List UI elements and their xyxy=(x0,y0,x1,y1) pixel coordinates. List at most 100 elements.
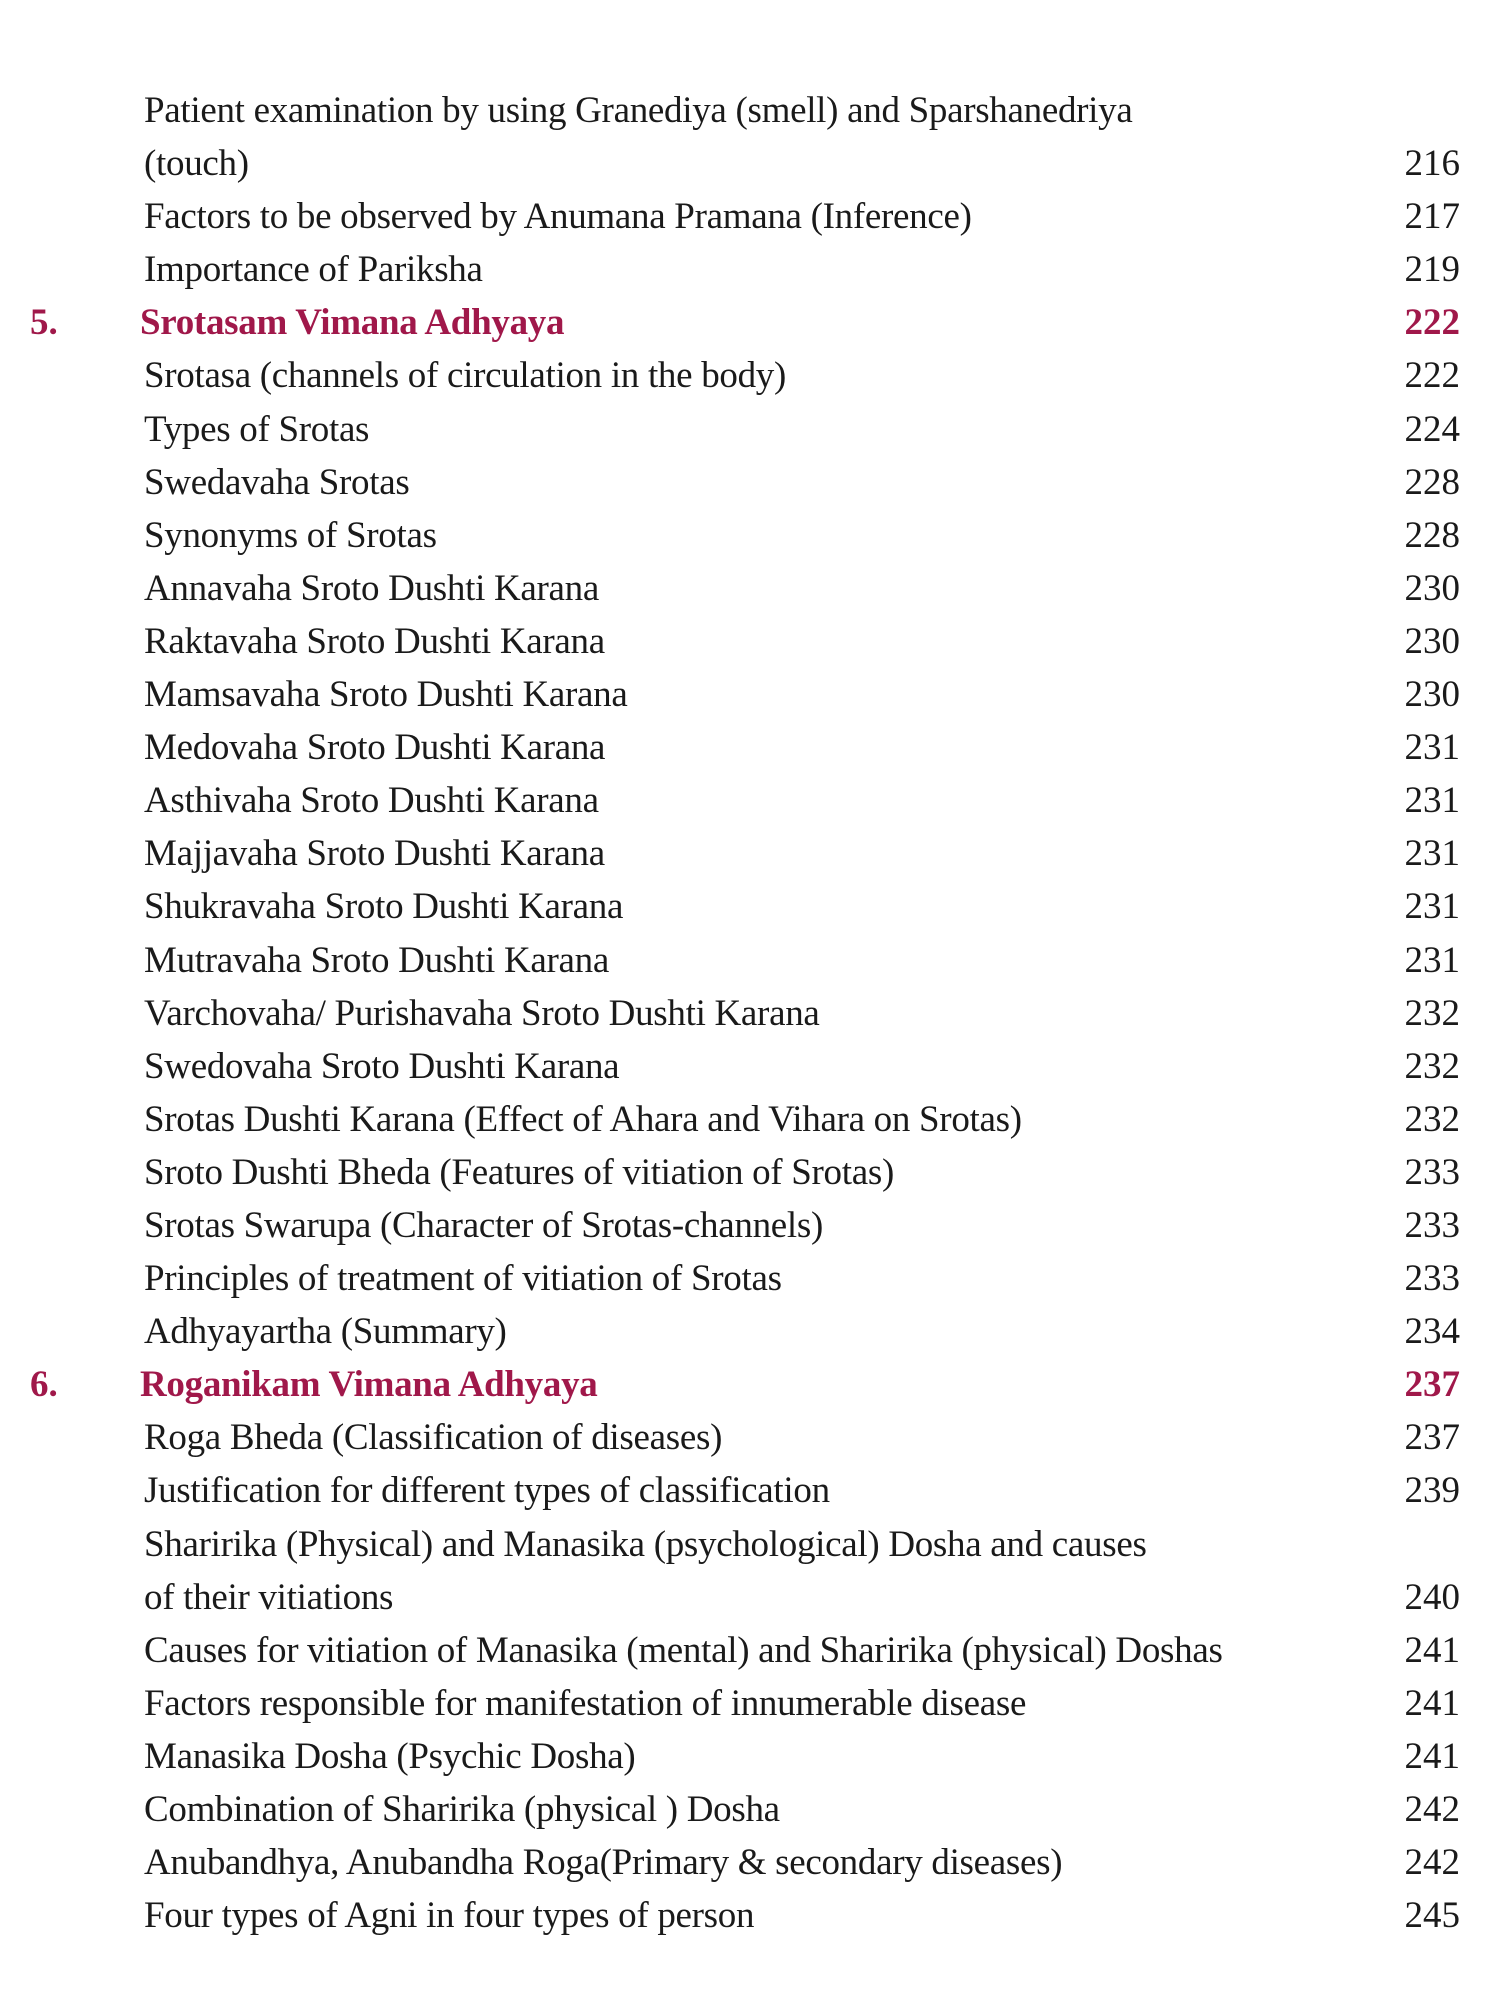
toc-entry: Majjavaha Sroto Dushti Karana 231 xyxy=(0,827,1500,880)
entry-title: Principles of treatment of vitiation of … xyxy=(144,1258,782,1300)
page-number: 231 xyxy=(1404,780,1461,822)
page-number: 228 xyxy=(1404,461,1461,503)
page-number: 230 xyxy=(1404,567,1461,609)
page-number: 232 xyxy=(1404,1045,1461,1087)
toc-entry: Srotas Swarupa (Character of Srotas-chan… xyxy=(0,1199,1500,1252)
entry-title: Swedovaha Sroto Dushti Karana xyxy=(144,1045,620,1087)
chapter-title: Srotasam Vimana Adhyaya xyxy=(140,302,565,344)
entry-title: Raktavaha Sroto Dushti Karana xyxy=(144,620,605,662)
toc-entry: (touch) 216 xyxy=(0,137,1500,190)
page-number: 237 xyxy=(1404,1417,1461,1459)
page-number: 239 xyxy=(1404,1470,1461,1512)
entry-title: Roga Bheda (Classification of diseases) xyxy=(144,1417,723,1459)
entry-title: Majjavaha Sroto Dushti Karana xyxy=(144,833,605,875)
toc-entry: Sharirika (Physical) and Manasika (psych… xyxy=(0,1518,1500,1571)
entry-title: Annavaha Sroto Dushti Karana xyxy=(144,567,600,609)
toc-entry: Srotasa (channels of circulation in the … xyxy=(0,349,1500,402)
entry-title: Combination of Sharirika (physical ) Dos… xyxy=(144,1789,780,1830)
toc-entry: Sroto Dushti Bheda (Features of vitiatio… xyxy=(0,1146,1500,1199)
toc-entry: Shukravaha Sroto Dushti Karana 231 xyxy=(0,880,1500,933)
chapter-title: Roganikam Vimana Adhyaya xyxy=(140,1364,598,1406)
page-number: 232 xyxy=(1404,992,1461,1034)
page-number: 242 xyxy=(1404,1842,1461,1884)
entry-title: Factors to be observed by Anumana Praman… xyxy=(144,196,972,238)
page-number: 245 xyxy=(1404,1895,1461,1937)
entry-title: of their vitiations xyxy=(144,1576,394,1618)
page-number: 231 xyxy=(1404,833,1461,875)
entry-title: Srotas Dushti Karana (Effect of Ahara an… xyxy=(144,1098,1022,1140)
page-number: 219 xyxy=(1404,249,1461,291)
entry-title: Srotasa (channels of circulation in the … xyxy=(144,355,787,397)
page-number: 222 xyxy=(1404,302,1461,344)
entry-title: Manasika Dosha (Psychic Dosha) xyxy=(144,1735,636,1777)
page-number: 237 xyxy=(1404,1364,1461,1406)
toc-entry: Factors to be observed by Anumana Praman… xyxy=(0,190,1500,243)
entry-title: Shukravaha Sroto Dushti Karana xyxy=(144,886,624,928)
entry-title: Srotas Swarupa (Character of Srotas-chan… xyxy=(144,1204,823,1246)
entry-title: Anubandhya, Anubandha Roga(Primary & sec… xyxy=(144,1842,1063,1884)
page-number: 231 xyxy=(1404,886,1461,928)
toc-entry: Varchovaha/ Purishavaha Sroto Dushti Kar… xyxy=(0,987,1500,1040)
entry-title: Medovaha Sroto Dushti Karana xyxy=(144,727,606,769)
toc-entry: Manasika Dosha (Psychic Dosha) 241 xyxy=(0,1730,1500,1783)
entry-title: Causes for vitiation of Manasika (mental… xyxy=(144,1629,1223,1671)
entry-title: Mamsavaha Sroto Dushti Karana xyxy=(144,674,628,716)
toc-entry: Anubandhya, Anubandha Roga(Primary & sec… xyxy=(0,1836,1500,1889)
toc-entry: Annavaha Sroto Dushti Karana 230 xyxy=(0,562,1500,615)
toc-entry: Srotas Dushti Karana (Effect of Ahara an… xyxy=(0,1093,1500,1146)
page-number: 231 xyxy=(1404,939,1461,981)
toc-entry: Mutravaha Sroto Dushti Karana 231 xyxy=(0,934,1500,987)
entry-title: Patient examination by using Granediya (… xyxy=(144,90,1133,131)
toc-entry: Adhyayartha (Summary) 234 xyxy=(0,1305,1500,1358)
toc-entry: of their vitiations 240 xyxy=(0,1571,1500,1624)
page-number: 241 xyxy=(1404,1735,1461,1777)
entry-title: Factors responsible for manifestation of… xyxy=(144,1682,1027,1724)
page-number: 233 xyxy=(1404,1204,1461,1246)
table-of-contents: Patient examination by using Granediya (… xyxy=(0,84,1500,1942)
entry-title: Justification for different types of cla… xyxy=(144,1470,830,1512)
chapter-heading: 6. Roganikam Vimana Adhyaya 237 xyxy=(0,1358,1500,1411)
toc-entry: Principles of treatment of vitiation of … xyxy=(0,1252,1500,1305)
page-number: 241 xyxy=(1404,1682,1461,1724)
entry-title: Importance of Pariksha xyxy=(144,249,483,291)
toc-entry: Causes for vitiation of Manasika (mental… xyxy=(0,1624,1500,1677)
toc-entry: Justification for different types of cla… xyxy=(0,1464,1500,1517)
page-number: 230 xyxy=(1404,674,1461,716)
page-number: 232 xyxy=(1404,1098,1461,1140)
entry-title: Sroto Dushti Bheda (Features of vitiatio… xyxy=(144,1151,894,1193)
toc-entry: Swedavaha Srotas 228 xyxy=(0,456,1500,509)
page-number: 231 xyxy=(1404,727,1461,769)
toc-entry: Patient examination by using Granediya (… xyxy=(0,84,1500,137)
page-number: 240 xyxy=(1404,1576,1461,1618)
toc-entry: Raktavaha Sroto Dushti Karana 230 xyxy=(0,615,1500,668)
toc-entry: Factors responsible for manifestation of… xyxy=(0,1677,1500,1730)
entry-title: Varchovaha/ Purishavaha Sroto Dushti Kar… xyxy=(144,992,820,1034)
toc-entry: Importance of Pariksha 219 xyxy=(0,243,1500,296)
chapter-number: 6. xyxy=(30,1364,58,1406)
page-number: 234 xyxy=(1404,1311,1461,1353)
entry-title: Types of Srotas xyxy=(144,408,370,450)
entry-title: (touch) xyxy=(144,143,249,185)
entry-title: Four types of Agni in four types of pers… xyxy=(144,1895,755,1937)
page-number: 241 xyxy=(1404,1629,1461,1671)
page-number: 233 xyxy=(1404,1151,1461,1193)
toc-entry: Mamsavaha Sroto Dushti Karana 230 xyxy=(0,668,1500,721)
entry-title: Asthivaha Sroto Dushti Karana xyxy=(144,780,599,822)
entry-title: Sharirika (Physical) and Manasika (psych… xyxy=(144,1523,1147,1565)
toc-entry: Asthivaha Sroto Dushti Karana 231 xyxy=(0,774,1500,827)
page-number: 217 xyxy=(1404,196,1461,238)
entry-title: Adhyayartha (Summary) xyxy=(144,1311,507,1353)
toc-entry: Combination of Sharirika (physical ) Dos… xyxy=(0,1783,1500,1836)
toc-entry: Swedovaha Sroto Dushti Karana 232 xyxy=(0,1040,1500,1093)
toc-entry: Medovaha Sroto Dushti Karana 231 xyxy=(0,721,1500,774)
toc-entry: Synonyms of Srotas 228 xyxy=(0,509,1500,562)
toc-entry: Four types of Agni in four types of pers… xyxy=(0,1889,1500,1942)
page-number: 216 xyxy=(1404,143,1461,185)
entry-title: Mutravaha Sroto Dushti Karana xyxy=(144,939,609,981)
page-number: 230 xyxy=(1404,620,1461,662)
page-number: 224 xyxy=(1404,408,1461,450)
page-number: 233 xyxy=(1404,1258,1461,1300)
page-number: 242 xyxy=(1404,1789,1461,1830)
chapter-number: 5. xyxy=(30,302,58,344)
entry-title: Synonyms of Srotas xyxy=(144,514,437,556)
